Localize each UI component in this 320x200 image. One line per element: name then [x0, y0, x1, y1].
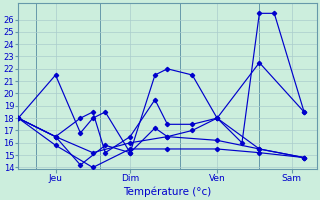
X-axis label: Température (°c): Température (°c)	[123, 186, 212, 197]
